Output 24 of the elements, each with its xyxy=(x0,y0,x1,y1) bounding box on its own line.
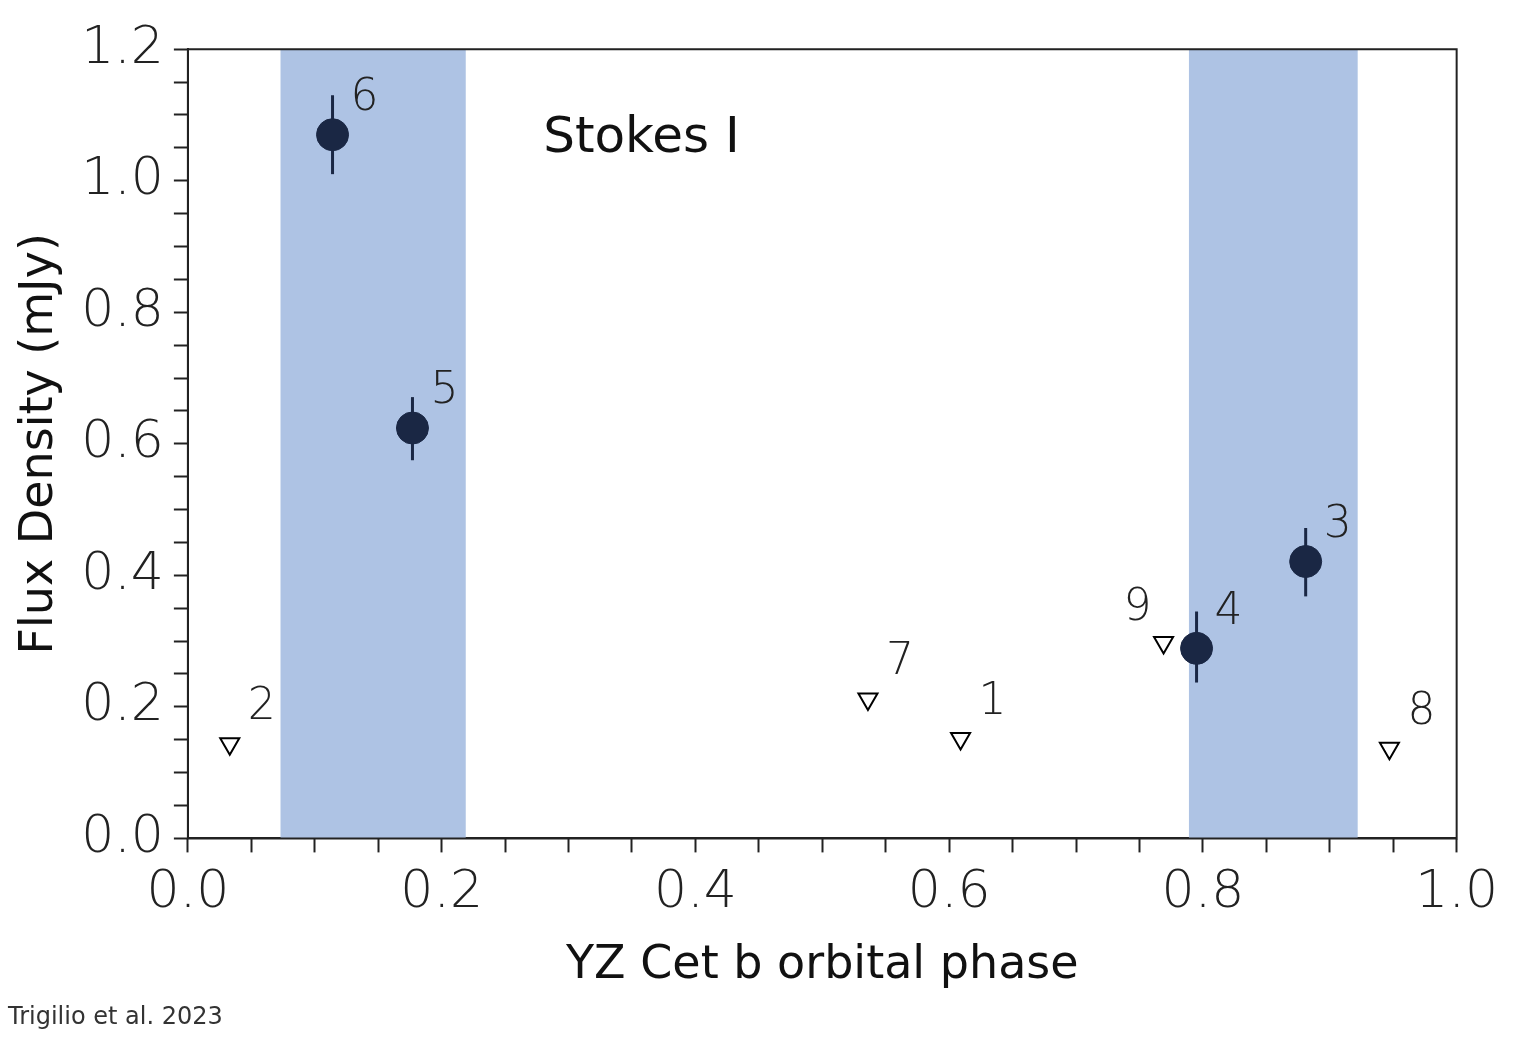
x-tick-label: 1.0 xyxy=(1415,859,1498,920)
x-tick-label: 0.6 xyxy=(907,859,991,920)
annotation: 3 xyxy=(1323,495,1352,547)
text: Trigilio et al. 2023 xyxy=(8,1002,224,1030)
x-axis-title: YZ Cet b orbital phase xyxy=(564,935,1079,990)
y-tick-label: 1.2 xyxy=(81,14,164,75)
y-tick-label: 0.2 xyxy=(81,672,164,733)
x-tick-label: 0.8 xyxy=(1161,859,1245,920)
y-axis-title: Flux Density (mJy) xyxy=(8,233,63,655)
annotation: 7 xyxy=(885,633,914,685)
annotation: 1 xyxy=(978,672,1007,724)
x-tick-label: 0.4 xyxy=(654,859,737,920)
annotation: 4 xyxy=(1214,582,1243,634)
annotation: Stokes I xyxy=(543,106,740,165)
annotation: 2 xyxy=(247,678,276,730)
annotation: 6 xyxy=(350,69,379,121)
y-tick-label: 0.6 xyxy=(81,409,164,470)
y-tick-label: 0.4 xyxy=(81,540,164,601)
annotation: 8 xyxy=(1407,682,1436,734)
y-tick-label: 0.8 xyxy=(81,277,164,338)
annotation: 5 xyxy=(430,362,459,414)
x-tick-label: 0.2 xyxy=(400,859,483,920)
annotation: 9 xyxy=(1123,578,1152,630)
y-tick-label: 1.0 xyxy=(81,146,164,207)
